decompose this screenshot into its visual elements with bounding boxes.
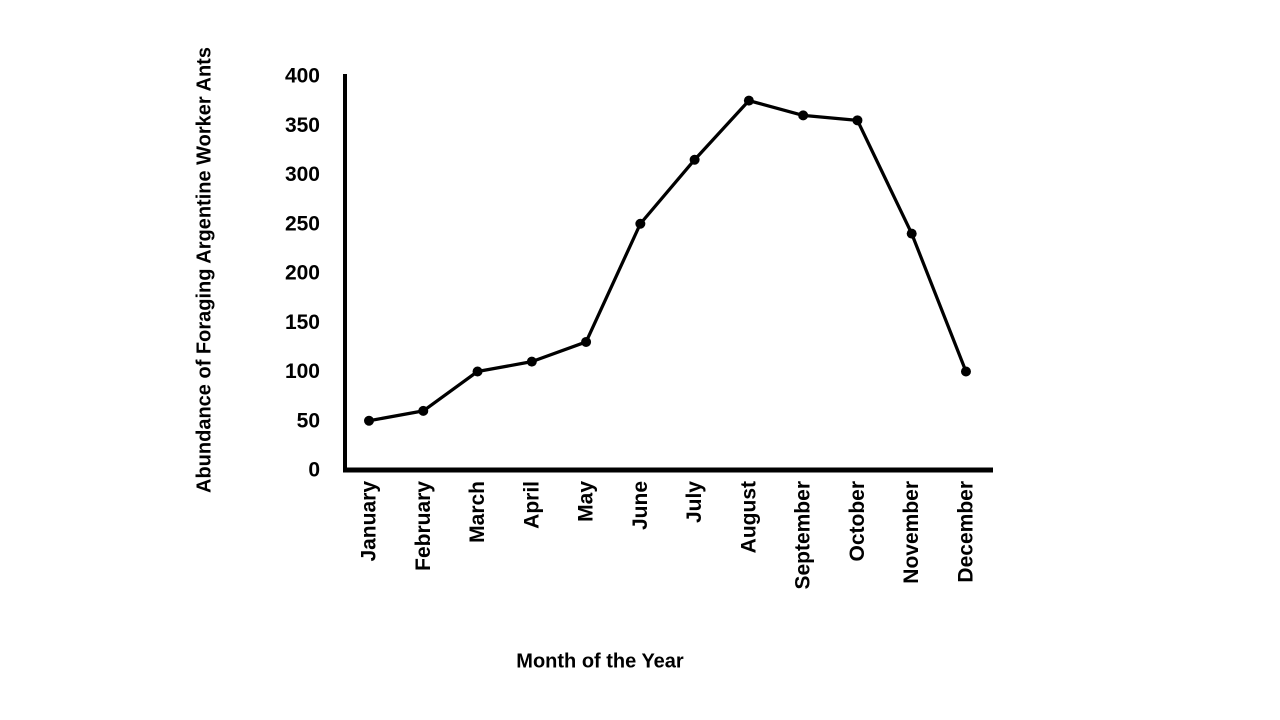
x-tick-label-february: February [412, 481, 435, 571]
y-tick-label-400: 400 [285, 65, 320, 88]
data-point-july [689, 154, 700, 165]
data-point-january [364, 415, 374, 426]
data-point-june [635, 218, 646, 229]
x-tick-label-january: January [358, 481, 381, 562]
y-tick-label-50: 50 [297, 409, 320, 432]
x-tick-label-november: November [900, 481, 923, 584]
y-tick-label-0: 0 [308, 459, 320, 482]
x-tick-label-june: June [629, 481, 652, 530]
data-point-march [472, 366, 483, 377]
data-point-december [960, 366, 971, 377]
y-tick-label-350: 350 [285, 114, 320, 137]
data-point-february [418, 405, 429, 416]
x-axis-title: Month of the Year [516, 650, 684, 673]
y-tick-label-100: 100 [285, 360, 320, 383]
x-tick-label-october: October [846, 481, 869, 562]
x-tick-label-august: August [737, 481, 760, 553]
data-point-october [852, 115, 863, 126]
x-tick-label-april: April [520, 481, 543, 529]
x-tick-label-december: December [954, 481, 977, 583]
data-point-may [581, 336, 592, 347]
x-tick-label-july: July [683, 481, 706, 523]
y-tick-label-150: 150 [285, 311, 320, 334]
y-axis-title: Abundance of Foraging Argentine Worker A… [193, 47, 216, 493]
y-tick-label-250: 250 [285, 212, 320, 235]
x-tick-label-may: May [575, 481, 598, 522]
x-tick-label-march: March [466, 481, 489, 543]
y-tick-label-200: 200 [285, 262, 320, 285]
data-point-april [526, 356, 537, 367]
data-line [368, 99, 968, 423]
data-point-september [798, 110, 809, 121]
y-tick-label-300: 300 [285, 163, 320, 186]
data-point-august [743, 95, 754, 106]
x-tick-label-september: September [792, 481, 815, 590]
data-point-november [906, 228, 917, 239]
